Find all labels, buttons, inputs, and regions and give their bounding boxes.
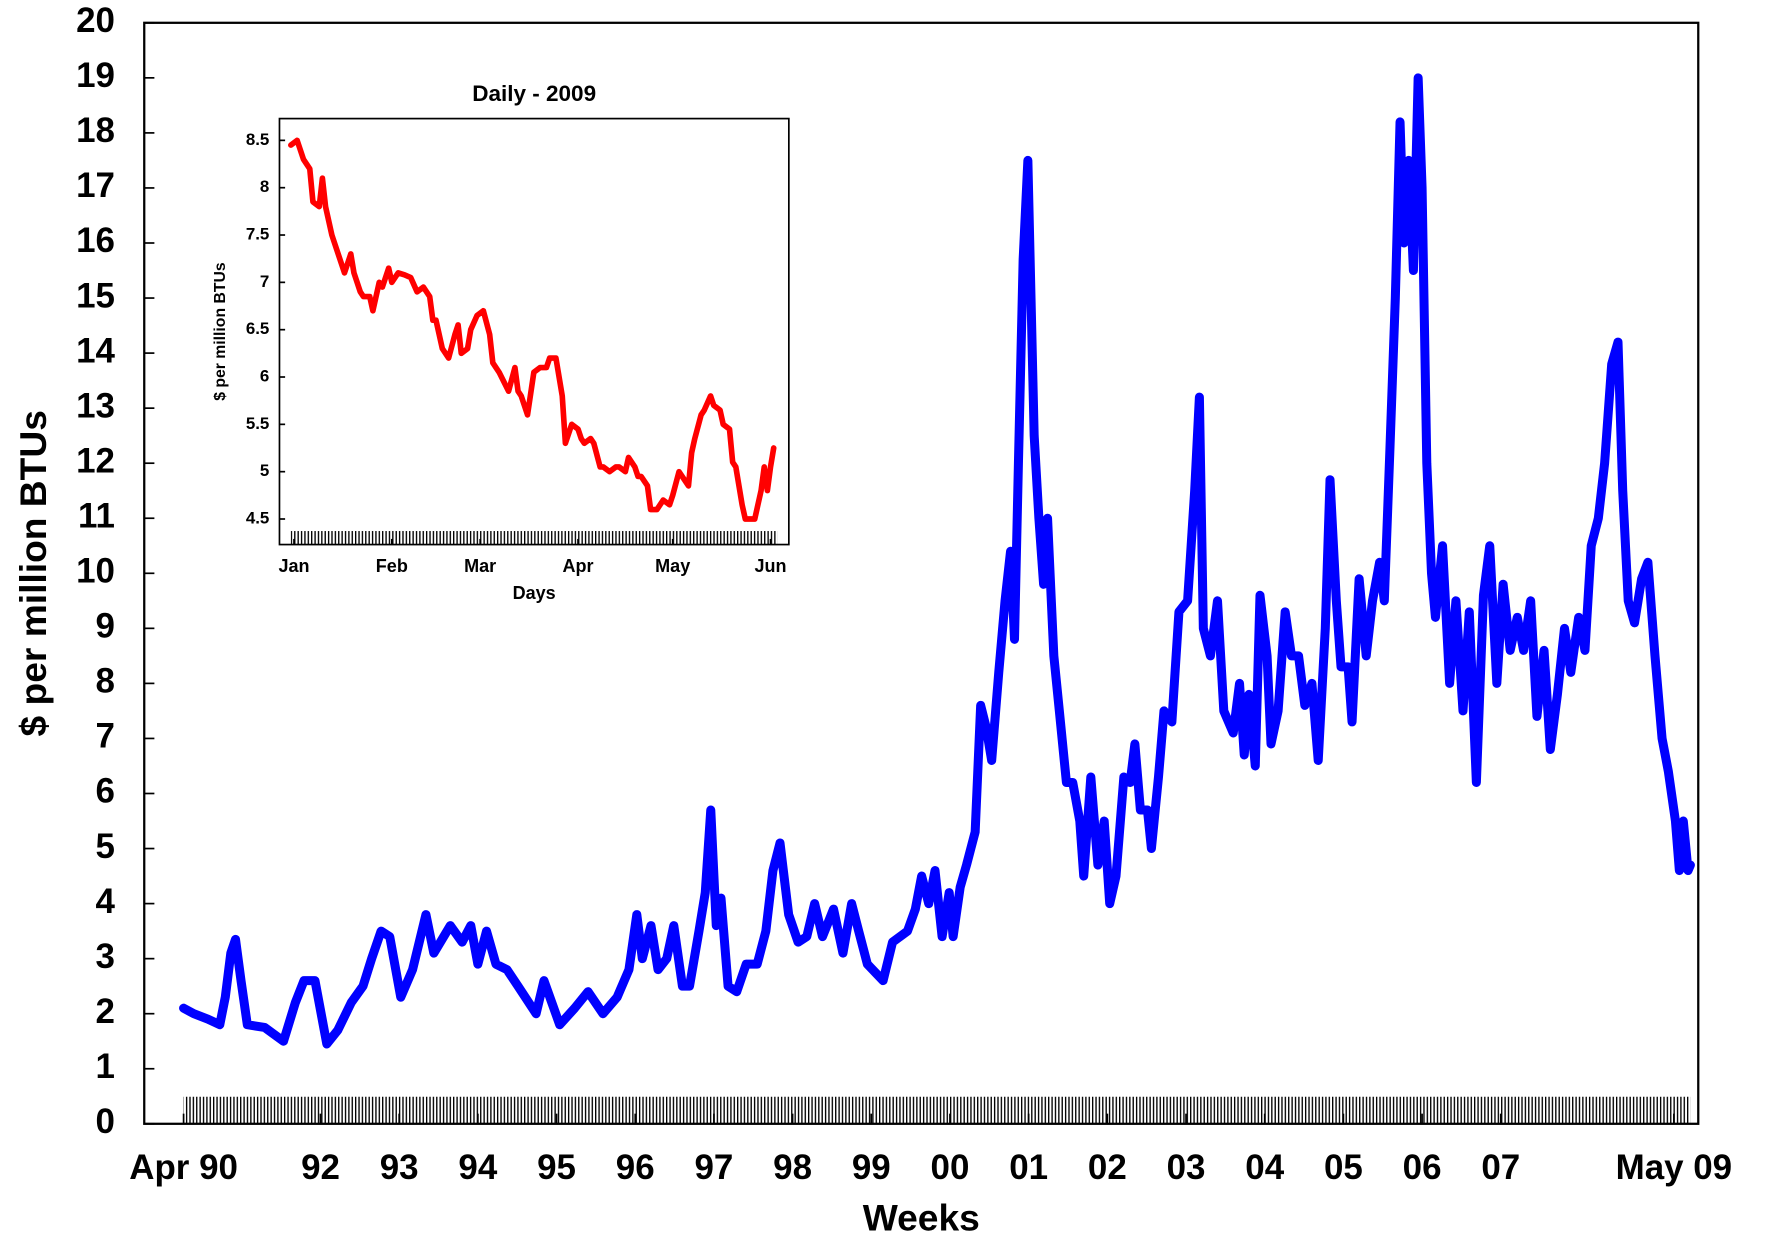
y-tick-label: 9 — [96, 607, 115, 646]
y-axis-title: $ per million BTUs — [212, 262, 229, 401]
y-tick-label: 2 — [96, 992, 115, 1031]
y-tick-label: 6 — [260, 366, 269, 385]
plot-frame — [278, 117, 790, 546]
y-tick-label: 17 — [76, 166, 115, 205]
y-tick-label: 5 — [260, 461, 269, 480]
y-tick-label: 8 — [260, 177, 269, 196]
y-tick-label: 20 — [76, 1, 115, 40]
x-tick-label: 05 — [1324, 1148, 1363, 1187]
x-tick-label: 99 — [852, 1148, 891, 1187]
x-tick-label: 07 — [1481, 1148, 1520, 1187]
x-tick-label: Feb — [376, 556, 408, 576]
y-tick-label: 8.5 — [246, 130, 269, 149]
y-tick-label: 14 — [76, 331, 115, 370]
x-tick-label: 92 — [301, 1148, 340, 1187]
x-tick-label: 98 — [773, 1148, 812, 1187]
price-line — [179, 73, 1695, 1049]
y-tick-label: 6.5 — [246, 319, 269, 338]
x-tick-label: Jun — [755, 556, 787, 576]
y-tick-label: 5.5 — [246, 414, 269, 433]
x-tick-label: 94 — [458, 1148, 497, 1187]
x-axis-title: Weeks — [863, 1197, 980, 1239]
x-tick-label: 93 — [380, 1148, 419, 1187]
x-tick-label: 02 — [1088, 1148, 1127, 1187]
y-tick-label: 16 — [76, 221, 115, 260]
y-tick-label: 11 — [78, 496, 115, 535]
chart-title: Daily - 2009 — [472, 81, 596, 106]
y-tick-label: 4.5 — [246, 508, 269, 527]
y-tick-label: 6 — [96, 772, 115, 811]
x-tick-label: May 09 — [1616, 1148, 1732, 1187]
y-tick-label: 13 — [76, 386, 115, 425]
x-tick-label: 96 — [616, 1148, 655, 1187]
x-tick-label: Jan — [278, 556, 309, 576]
x-tick-label: 04 — [1245, 1148, 1284, 1187]
y-axis-title: $ per million BTUs — [12, 410, 54, 736]
y-tick-label: 10 — [76, 552, 115, 591]
x-tick-label: Apr 90 — [129, 1148, 238, 1187]
y-tick-label: 3 — [96, 937, 115, 976]
y-tick-label: 19 — [76, 56, 115, 95]
x-tick-label: 97 — [694, 1148, 733, 1187]
x-tick-label: 00 — [931, 1148, 970, 1187]
period-ticks — [183, 1096, 1691, 1124]
period-ticks — [290, 531, 778, 545]
x-tick-label: 06 — [1403, 1148, 1442, 1187]
y-tick-label: 7 — [96, 717, 115, 756]
y-tick-label: 0 — [96, 1102, 115, 1141]
x-tick-label: Mar — [464, 556, 496, 576]
y-tick-label: 7 — [260, 272, 269, 291]
x-axis-title: Days — [513, 583, 556, 603]
y-tick-label: 15 — [76, 276, 115, 315]
x-tick-label: 03 — [1167, 1148, 1206, 1187]
x-tick-label: 01 — [1009, 1148, 1048, 1187]
y-tick-label: 18 — [76, 111, 115, 150]
x-tick-label: May — [655, 556, 690, 576]
y-tick-label: 4 — [96, 882, 116, 921]
x-tick-label: 95 — [537, 1148, 576, 1187]
price-line — [288, 137, 777, 522]
y-tick-label: 5 — [96, 827, 115, 866]
y-tick-label: 1 — [96, 1047, 115, 1086]
y-tick-label: 7.5 — [246, 224, 269, 243]
x-tick-label: Apr — [563, 556, 594, 576]
y-tick-label: 8 — [96, 662, 115, 701]
y-tick-label: 12 — [76, 441, 115, 480]
